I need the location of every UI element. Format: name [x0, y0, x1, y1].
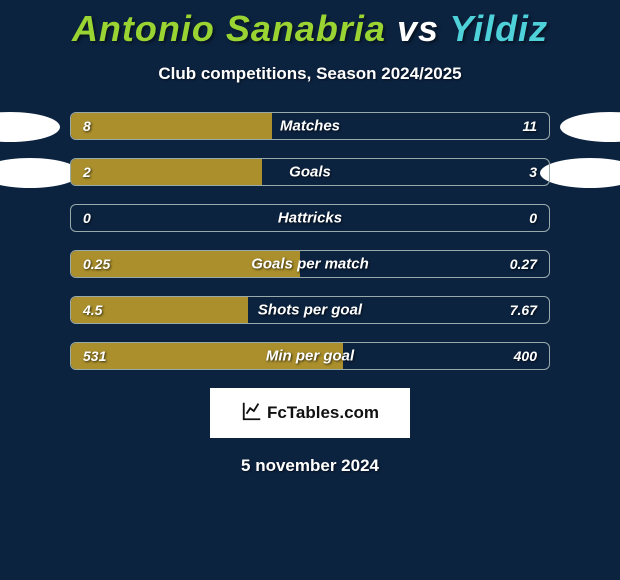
- subtitle: Club competitions, Season 2024/2025: [0, 64, 620, 84]
- value-left: 2: [83, 164, 91, 180]
- stat-label: Shots per goal: [258, 302, 362, 319]
- stat-row: 0 0 Hattricks: [70, 204, 550, 232]
- bar-left: [71, 113, 272, 139]
- stat-row: 2 3 Goals: [70, 158, 550, 186]
- value-left: 531: [83, 348, 106, 364]
- stat-label: Goals per match: [251, 256, 369, 273]
- value-right: 3: [529, 164, 537, 180]
- value-left: 0: [83, 210, 91, 226]
- stat-label: Hattricks: [278, 210, 342, 227]
- player2-country-logo: [540, 158, 620, 188]
- value-right: 7.67: [510, 302, 537, 318]
- stat-row: 4.5 7.67 Shots per goal: [70, 296, 550, 324]
- player2-name: Yildiz: [449, 8, 548, 49]
- date-text: 5 november 2024: [0, 456, 620, 476]
- stat-row: 8 11 Matches: [70, 112, 550, 140]
- player2-club-logo: [560, 112, 620, 142]
- value-right: 0.27: [510, 256, 537, 272]
- stat-label: Matches: [280, 118, 340, 135]
- vs-text: vs: [397, 8, 439, 49]
- brand-text: FcTables.com: [267, 403, 379, 423]
- value-right: 0: [529, 210, 537, 226]
- player1-name: Antonio Sanabria: [72, 8, 386, 49]
- stat-row: 531 400 Min per goal: [70, 342, 550, 370]
- brand-badge: FcTables.com: [210, 388, 410, 438]
- stat-row: 0.25 0.27 Goals per match: [70, 250, 550, 278]
- value-left: 0.25: [83, 256, 110, 272]
- stat-label: Goals: [289, 164, 331, 181]
- value-right: 400: [514, 348, 537, 364]
- comparison-title: Antonio Sanabria vs Yildiz: [0, 0, 620, 50]
- value-left: 8: [83, 118, 91, 134]
- player1-country-logo: [0, 158, 80, 188]
- chart-icon: [241, 400, 263, 427]
- value-right: 11: [522, 118, 537, 134]
- stats-chart: 8 11 Matches 2 3 Goals 0 0 Hattricks 0.25 0.27 Goal…: [70, 112, 550, 370]
- stat-label: Min per goal: [266, 348, 354, 365]
- bar-left: [71, 159, 262, 185]
- player1-club-logo: [0, 112, 60, 142]
- value-left: 4.5: [83, 302, 102, 318]
